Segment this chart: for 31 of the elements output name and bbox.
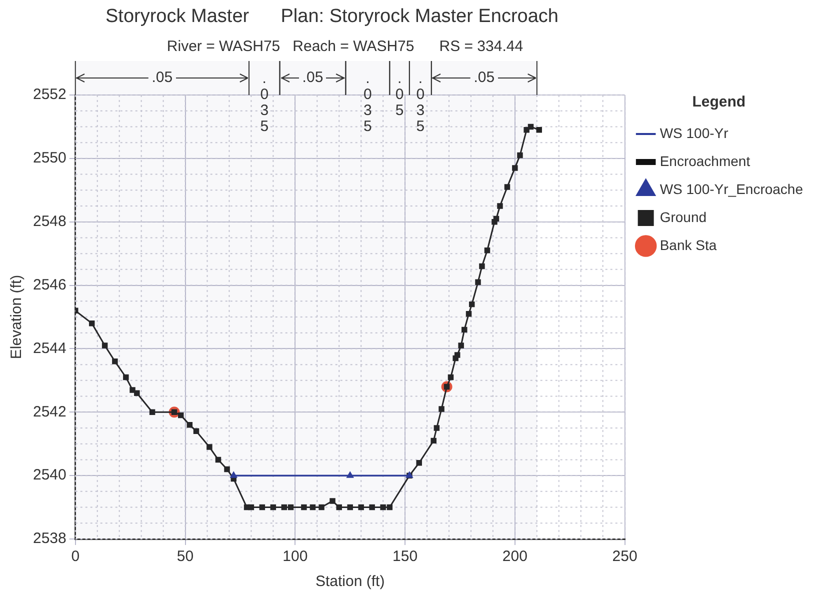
y-tick-label: 2544 [32,340,66,357]
y-tick-label: 2542 [32,403,66,420]
legend-label: WS 100-Yr [660,124,729,141]
x-tick-label: 250 [612,548,638,566]
band-label: .035 [364,70,372,135]
x-tick-label: 100 [282,548,308,566]
legend-label: Encroachment [660,152,750,169]
x-tick-label: 0 [71,548,80,566]
y-tick-label: 2540 [32,466,66,484]
y-tick-label: 2538 [32,530,66,548]
band-label: .05 [395,70,404,119]
band-label: .05 [152,69,173,86]
y-tick-label: 2550 [32,150,66,167]
band-label: .035 [416,70,425,135]
x-axis-title: Station (ft) [315,573,385,590]
legend-title: Legend [692,94,746,111]
x-tick-label: 50 [176,548,194,566]
chart-title: Storyrock Master Plan: Storyrock Master Encroach [104,6,560,28]
y-axis-title: Elevation (ft) [8,274,26,360]
legend-label: Ground [660,208,707,225]
band-label: .05 [302,69,324,86]
x-tick-label: 200 [502,548,528,566]
chart-subtitle: River = WASH75 Reach = WASH75 RS = 334.44 [166,38,524,55]
band-label: .05 [474,69,495,86]
band-label: .035 [260,70,269,135]
legend-label: WS 100-Yr_Encroache [660,180,804,197]
y-tick-label: 2552 [32,86,66,104]
x-tick-label: 150 [392,548,418,566]
legend-label: Bank Sta [660,236,717,253]
y-tick-label: 2546 [32,276,66,294]
y-tick-label: 2548 [32,213,66,230]
